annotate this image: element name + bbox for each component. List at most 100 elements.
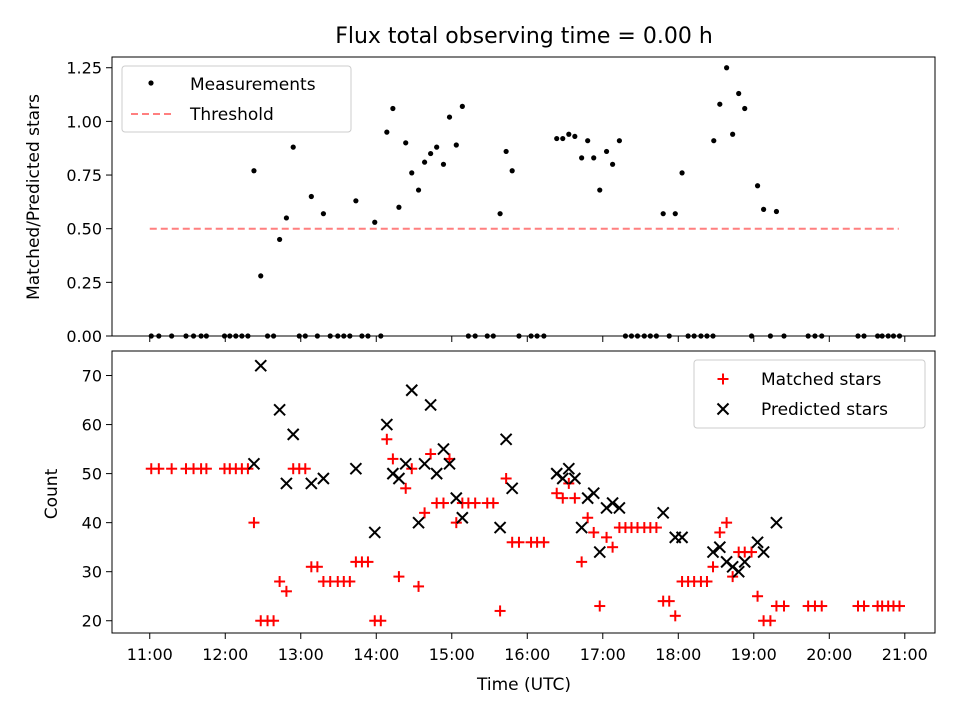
cross-b	[613, 501, 626, 515]
predicted-point	[430, 467, 443, 480]
x-tick-label: 14:00	[353, 645, 399, 664]
measurement-point	[560, 135, 566, 142]
cross-b	[505, 482, 519, 495]
predicted-point	[405, 384, 418, 397]
x-tick-label: 11:00	[127, 645, 173, 664]
predicted-point	[424, 398, 437, 412]
measurement-point	[283, 215, 290, 221]
cross-b	[418, 457, 431, 471]
measurement-point	[372, 219, 378, 225]
predicted-point	[713, 540, 727, 554]
matched-point	[248, 517, 260, 529]
matched-point	[500, 473, 512, 485]
cross-b	[738, 555, 751, 569]
measurement-point	[509, 168, 515, 174]
cross-b	[716, 402, 730, 416]
x-tick-label: 20:00	[806, 645, 852, 664]
y-tick-label-bottom: 20	[82, 612, 102, 631]
predicted-point	[456, 511, 469, 524]
measurement-point	[754, 183, 761, 189]
cross-b	[424, 398, 437, 412]
measurement-point	[497, 211, 503, 217]
measurement-point	[736, 90, 742, 97]
measurement-point	[730, 131, 736, 137]
measurement-point	[251, 168, 257, 174]
matched-point	[375, 615, 387, 627]
x-tick-label: 13:00	[278, 645, 324, 664]
legend-measurement-marker	[148, 80, 154, 86]
x-tick-label: 21:00	[882, 645, 928, 664]
measurement-point	[717, 101, 723, 107]
x-tick-label: 18:00	[655, 645, 701, 664]
cross-b	[305, 477, 318, 490]
cross-b	[392, 472, 406, 485]
measurement-point	[554, 135, 560, 142]
measurement-point	[459, 103, 465, 109]
matched-point	[752, 590, 764, 602]
cross-b	[493, 521, 507, 534]
matched-point	[311, 561, 323, 573]
matched-point	[669, 610, 681, 622]
matched-point	[153, 463, 165, 475]
cross-b	[280, 477, 293, 490]
predicted-point	[656, 506, 670, 520]
matched-point	[437, 497, 449, 509]
measurement-point	[390, 105, 396, 112]
matched-point	[425, 448, 437, 460]
matched-point	[419, 507, 431, 519]
measurement-point	[421, 159, 428, 165]
measurement-point	[277, 236, 283, 243]
measurement-point	[290, 144, 296, 150]
top-axes-frame	[111, 56, 936, 337]
matched-point	[858, 600, 870, 612]
predicted-point	[732, 565, 745, 578]
y-tick-label-bottom: 50	[82, 465, 102, 484]
predicted-point	[305, 477, 318, 490]
measurement-point	[403, 140, 409, 146]
measurement-point	[609, 161, 616, 167]
measurement-point	[672, 211, 678, 217]
matched-point	[594, 600, 606, 612]
cross-b	[751, 536, 764, 549]
measurement-point	[616, 138, 622, 144]
measurement-point	[761, 206, 767, 212]
predicted-point	[770, 516, 783, 529]
matched-point	[721, 517, 733, 529]
cross-b	[399, 457, 412, 471]
predicted-point	[254, 359, 267, 372]
cross-b	[287, 428, 300, 441]
cross-b	[675, 531, 689, 544]
y-tick-label-top: 1.25	[66, 59, 102, 78]
predicted-point	[450, 491, 463, 505]
predicted-point	[587, 487, 600, 500]
y-tick-label-top: 0.50	[66, 220, 102, 239]
cross-b	[412, 516, 425, 529]
matched-point	[778, 600, 790, 612]
y-tick-label-bottom: 30	[82, 563, 102, 582]
cross-b	[456, 511, 469, 524]
matched-point	[393, 571, 405, 583]
bottom-panel: 20 30 40 50 60 70 11:00 12:00 13:00 14:00 15:00 16:…	[82, 350, 936, 664]
matched-point	[344, 576, 356, 588]
matched-point	[166, 463, 178, 475]
y-tick-label-bottom: 70	[82, 367, 102, 386]
predicted-point	[247, 457, 261, 471]
measurement-point	[353, 198, 359, 204]
matched-point	[557, 492, 569, 504]
predicted-point	[418, 457, 431, 471]
measurement-point	[503, 148, 509, 155]
matched-point	[362, 556, 374, 568]
legend-matched-marker	[717, 373, 729, 385]
cross-b	[254, 359, 267, 372]
matched-point	[513, 536, 525, 548]
matched-point	[588, 526, 600, 538]
predicted-point	[443, 457, 456, 471]
matched-point	[381, 433, 393, 445]
cross-b	[556, 472, 569, 485]
measurement-point	[572, 133, 578, 140]
predicted-point	[399, 457, 412, 471]
matched-point	[200, 463, 212, 475]
matched-point	[274, 576, 286, 588]
matched-point	[607, 541, 619, 553]
measurement-point	[773, 208, 780, 215]
